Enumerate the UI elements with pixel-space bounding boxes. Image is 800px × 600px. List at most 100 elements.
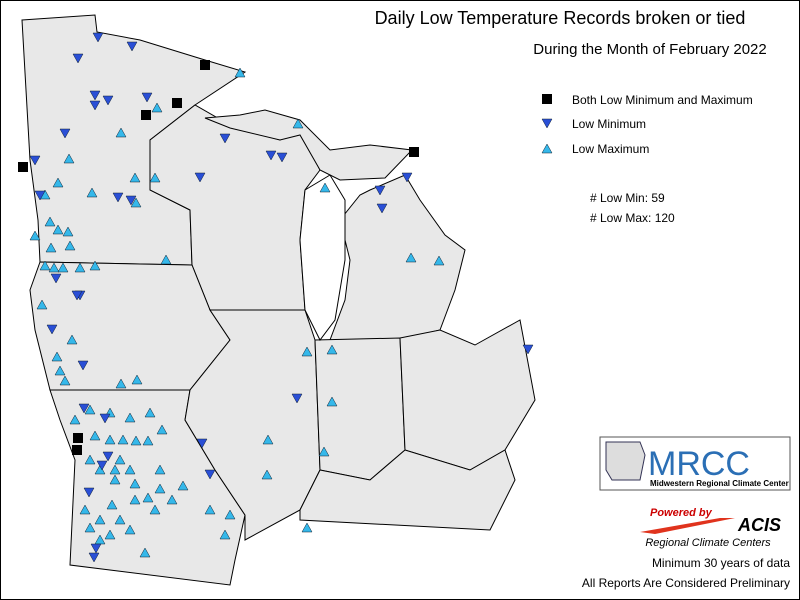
low-min-marker — [102, 451, 114, 462]
low-min-marker — [89, 100, 101, 111]
low-min-marker — [276, 152, 288, 163]
low-min-marker — [112, 192, 124, 203]
low-min-marker — [125, 195, 137, 206]
low-max-marker — [48, 262, 60, 273]
indiana — [314, 337, 406, 481]
low-max-marker — [89, 260, 101, 271]
low-min-marker — [77, 360, 89, 371]
low-max-marker — [114, 514, 126, 525]
legend-square — [542, 94, 552, 104]
low-max-marker — [129, 478, 141, 489]
low-min-marker — [196, 438, 208, 449]
low-max-marker — [51, 351, 63, 362]
subtitle: During the Month of February 2022 — [533, 41, 766, 58]
low-min-marker — [78, 403, 90, 414]
low-max-marker — [124, 412, 136, 423]
low-max-marker — [142, 492, 154, 503]
low-max-marker — [79, 504, 91, 515]
title: Daily Low Temperature Records broken or … — [375, 8, 746, 28]
low-max-marker — [29, 230, 41, 241]
low-max-marker — [117, 434, 129, 445]
low-max-marker — [115, 127, 127, 138]
low-max-marker — [139, 547, 151, 558]
note: All Reports Are Considered Preliminary — [582, 576, 790, 590]
both-marker — [172, 98, 182, 108]
low-max-marker — [104, 434, 116, 445]
low-max-marker — [94, 514, 106, 525]
low-max-marker — [160, 254, 172, 265]
low-max-marker — [292, 118, 304, 129]
low-max-marker — [66, 334, 78, 345]
low-min-marker — [89, 90, 101, 101]
low-max-marker — [129, 494, 141, 505]
acis: ACIS — [737, 515, 781, 535]
low-min-marker — [34, 190, 46, 201]
low-max-marker — [104, 529, 116, 540]
low-min-marker — [88, 552, 100, 563]
low-min-marker — [96, 460, 108, 471]
low-max-marker — [130, 197, 142, 208]
low-max-marker — [39, 260, 51, 271]
low-max-marker — [52, 224, 64, 235]
low-min-marker — [219, 133, 231, 144]
low-max-marker — [106, 499, 118, 510]
both-marker — [409, 147, 419, 157]
low-max-marker — [154, 483, 166, 494]
low-min-marker — [72, 53, 84, 64]
low-min-marker — [141, 92, 153, 103]
low-max-marker — [63, 153, 75, 164]
low-max-marker — [89, 430, 101, 441]
both-marker — [141, 110, 151, 120]
low-max-marker — [151, 102, 163, 113]
low-max-marker — [54, 365, 66, 376]
low-max-marker — [405, 252, 417, 263]
rcc: Regional Climate Centers — [645, 537, 771, 549]
mrcc-logo: MRCC Midwestern Regional Climate Center — [599, 436, 791, 491]
markers — [18, 32, 534, 563]
low-max-marker — [69, 414, 81, 425]
low-max-marker — [224, 509, 236, 520]
low-max-marker — [124, 524, 136, 535]
both-marker — [72, 445, 82, 455]
powered: Powered by — [650, 507, 713, 519]
low-min-marker — [291, 393, 303, 404]
low-max-marker — [52, 177, 64, 188]
low-max-marker — [45, 242, 57, 253]
low-min-marker — [376, 203, 388, 214]
low-max-marker — [261, 469, 273, 480]
low-max-marker — [86, 187, 98, 198]
swoosh — [640, 518, 735, 534]
low-min-marker — [401, 172, 413, 183]
low-max-marker — [326, 396, 338, 407]
low-min-marker — [99, 413, 111, 424]
acis-logo: Powered by ACIS Regional Climate Centers — [640, 507, 781, 549]
low-max-marker — [131, 374, 143, 385]
low-min-marker — [29, 155, 41, 166]
stat: # Low Max: 120 — [590, 211, 675, 225]
low-max-marker — [326, 344, 338, 355]
low-max-marker — [44, 216, 56, 227]
low-max-marker — [57, 262, 69, 273]
low-min-marker — [90, 543, 102, 554]
low-max-marker — [156, 424, 168, 435]
legend-label: Low Minimum — [572, 117, 646, 131]
logo-sub: Midwestern Regional Climate Center — [650, 479, 789, 488]
low-max-marker — [84, 404, 96, 415]
low-max-marker — [64, 240, 76, 251]
low-max-marker — [36, 299, 48, 310]
low-max-marker — [177, 480, 189, 491]
low-max-marker — [142, 435, 154, 446]
low-max-marker — [433, 255, 445, 266]
note: Minimum 30 years of data — [652, 556, 790, 570]
low-min-marker — [374, 185, 386, 196]
kentucky — [299, 449, 516, 531]
low-max-marker — [114, 454, 126, 465]
low-max-marker — [84, 454, 96, 465]
low-min-marker — [59, 128, 71, 139]
low-max-marker — [124, 464, 136, 475]
low-max-marker — [204, 504, 216, 515]
low-max-marker — [219, 529, 231, 540]
low-max-marker — [129, 172, 141, 183]
low-min-marker — [46, 324, 58, 335]
